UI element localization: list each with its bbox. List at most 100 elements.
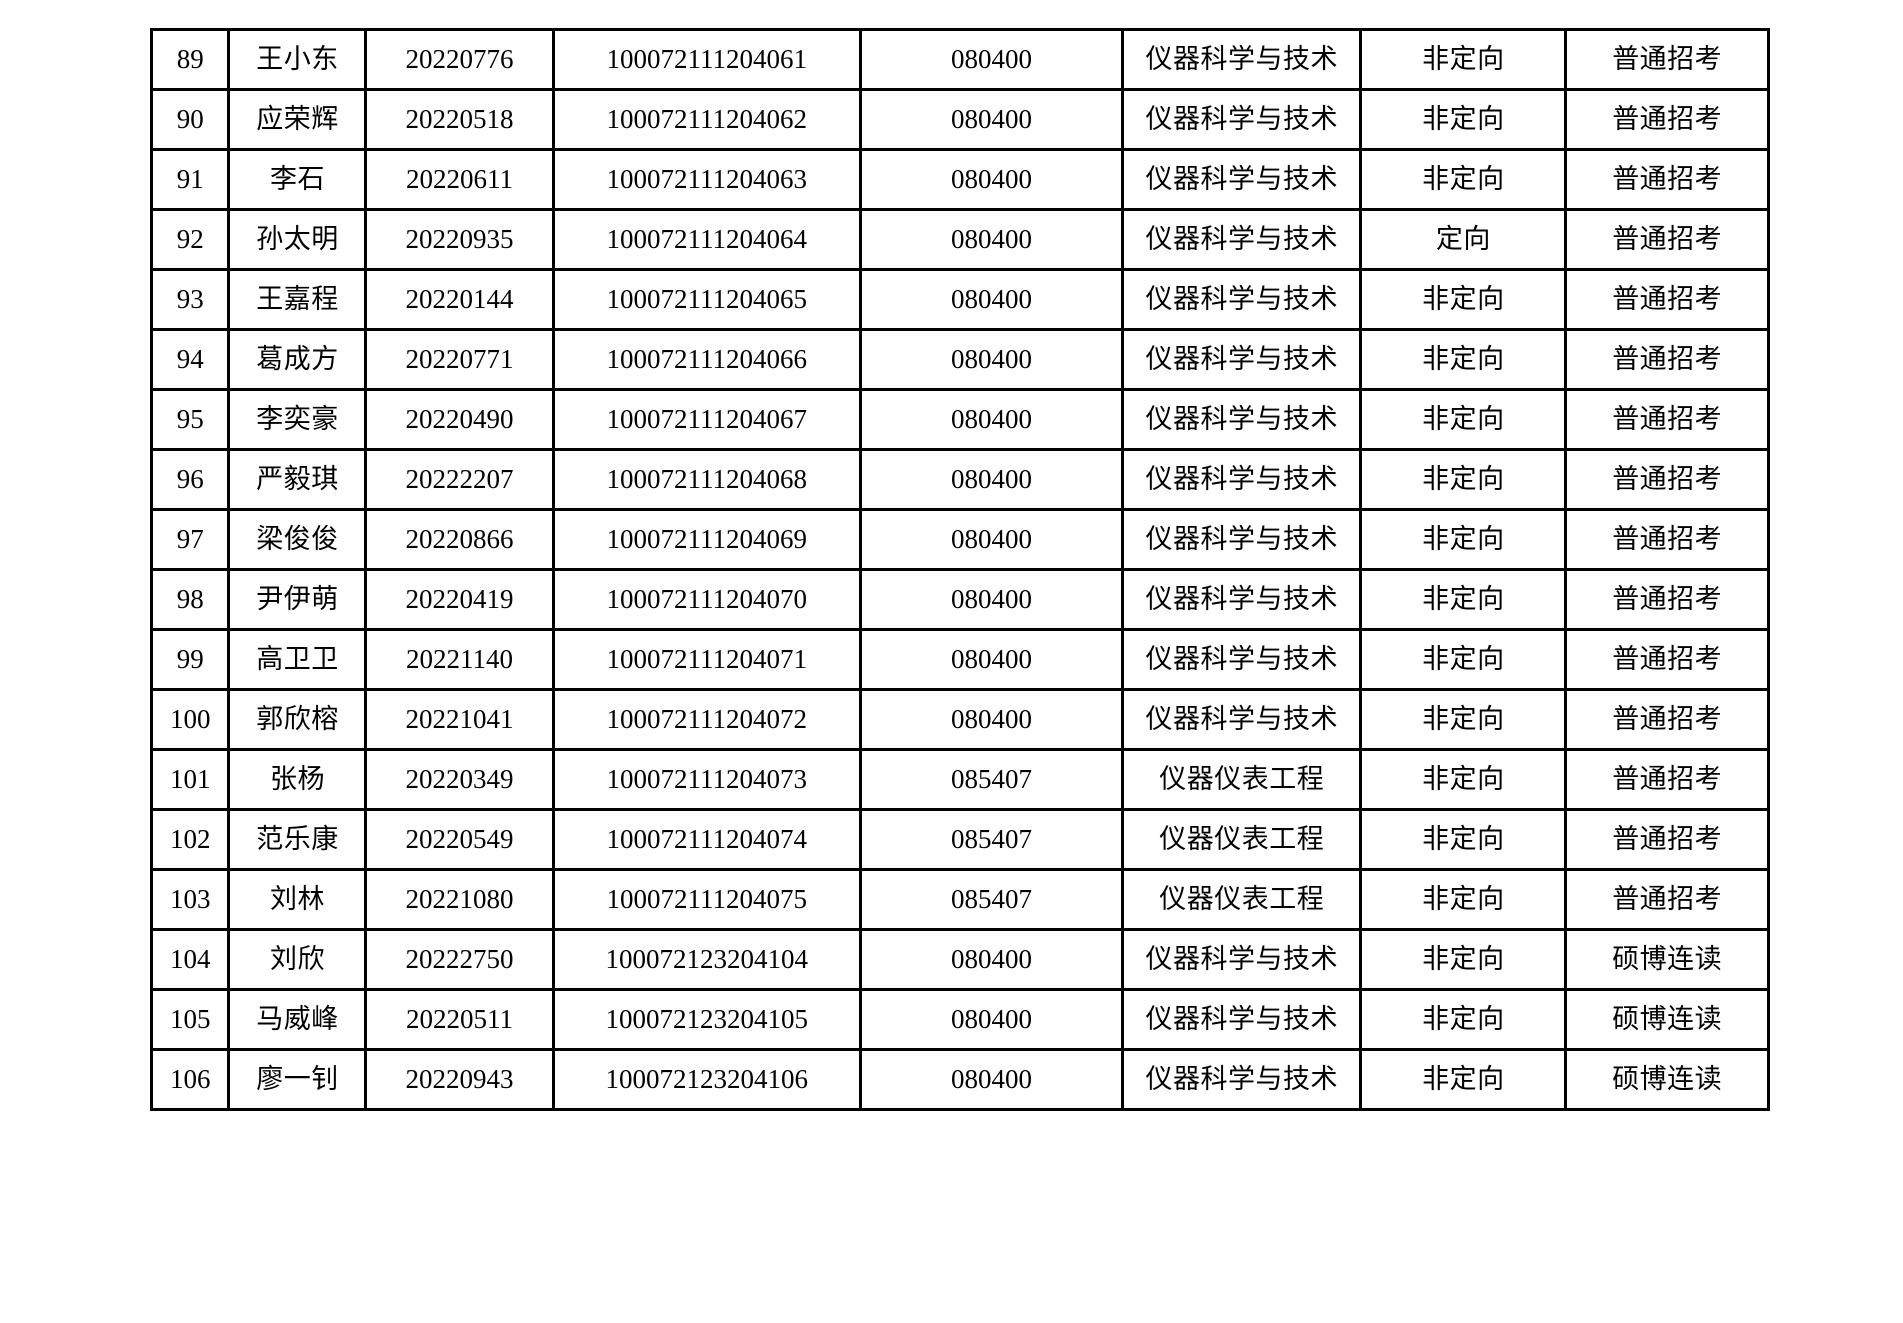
cell-admission-method: 硕博连读 <box>1564 988 1770 1051</box>
cell-major-name: 仪器科学与技术 <box>1121 628 1363 691</box>
cell-candidate-name: 刘林 <box>227 868 368 931</box>
cell-sequence-number: 100 <box>149 688 231 751</box>
cell-candidate-name: 应荣辉 <box>227 88 368 151</box>
cell-major-name: 仪器科学与技术 <box>1121 268 1363 331</box>
cell-application-number: 20221140 <box>364 628 555 691</box>
cell-major-code: 080400 <box>858 508 1125 571</box>
cell-major-code: 080400 <box>858 88 1125 151</box>
cell-admission-method: 普通招考 <box>1564 508 1770 571</box>
cell-sequence-number: 90 <box>149 88 231 151</box>
table-row: 93 王嘉程 20220144 100072111204065 080400 仪器科学与技… <box>149 268 1770 331</box>
cell-sequence-number: 89 <box>149 28 231 91</box>
cell-study-type: 非定向 <box>1359 148 1568 211</box>
cell-major-name: 仪器科学与技术 <box>1121 688 1363 751</box>
cell-admission-method: 普通招考 <box>1564 328 1770 391</box>
table-row: 100 郭欣榕 20221041 100072111204072 080400 仪器科学与… <box>149 688 1770 751</box>
table-row: 104 刘欣 20222750 100072123204104 080400 仪器科学与技… <box>149 928 1770 991</box>
cell-sequence-number: 91 <box>149 148 231 211</box>
cell-study-type: 非定向 <box>1359 388 1568 451</box>
table-row: 95 李奕豪 20220490 100072111204067 080400 仪器科学与技… <box>149 388 1770 451</box>
cell-exam-registration-number: 100072111204070 <box>551 568 862 631</box>
cell-sequence-number: 92 <box>149 208 231 271</box>
cell-application-number: 20222750 <box>364 928 555 991</box>
cell-major-code: 080400 <box>858 928 1125 991</box>
cell-admission-method: 普通招考 <box>1564 388 1770 451</box>
cell-candidate-name: 严毅琪 <box>227 448 368 511</box>
cell-exam-registration-number: 100072111204062 <box>551 88 862 151</box>
cell-candidate-name: 马威峰 <box>227 988 368 1051</box>
table-row: 90 应荣辉 20220518 100072111204062 080400 仪器科学与技… <box>149 88 1770 151</box>
cell-application-number: 20220419 <box>364 568 555 631</box>
cell-study-type: 非定向 <box>1359 628 1568 691</box>
cell-application-number: 20220866 <box>364 508 555 571</box>
cell-sequence-number: 96 <box>149 448 231 511</box>
cell-study-type: 非定向 <box>1359 748 1568 811</box>
cell-major-code: 080400 <box>858 688 1125 751</box>
cell-application-number: 20220611 <box>364 148 555 211</box>
admission-table: 89 王小东 20220776 100072111204061 080400 仪器科学与技… <box>149 28 1770 1111</box>
cell-major-code: 085407 <box>858 808 1125 871</box>
cell-major-name: 仪器仪表工程 <box>1121 868 1363 931</box>
cell-sequence-number: 94 <box>149 328 231 391</box>
cell-admission-method: 普通招考 <box>1564 808 1770 871</box>
cell-major-name: 仪器仪表工程 <box>1121 808 1363 871</box>
cell-sequence-number: 105 <box>149 988 231 1051</box>
cell-candidate-name: 李石 <box>227 148 368 211</box>
cell-application-number: 20220549 <box>364 808 555 871</box>
cell-candidate-name: 廖一钊 <box>227 1048 368 1111</box>
cell-exam-registration-number: 100072111204075 <box>551 868 862 931</box>
cell-major-name: 仪器科学与技术 <box>1121 28 1363 91</box>
cell-admission-method: 普通招考 <box>1564 208 1770 271</box>
cell-exam-registration-number: 100072123204104 <box>551 928 862 991</box>
cell-exam-registration-number: 100072111204061 <box>551 28 862 91</box>
cell-major-code: 080400 <box>858 268 1125 331</box>
cell-major-code: 080400 <box>858 28 1125 91</box>
cell-sequence-number: 95 <box>149 388 231 451</box>
cell-application-number: 20220490 <box>364 388 555 451</box>
table-row: 98 尹伊萌 20220419 100072111204070 080400 仪器科学与技… <box>149 568 1770 631</box>
cell-sequence-number: 106 <box>149 1048 231 1111</box>
cell-study-type: 定向 <box>1359 208 1568 271</box>
cell-candidate-name: 刘欣 <box>227 928 368 991</box>
cell-candidate-name: 王嘉程 <box>227 268 368 331</box>
cell-candidate-name: 孙太明 <box>227 208 368 271</box>
cell-major-code: 080400 <box>858 328 1125 391</box>
cell-exam-registration-number: 100072111204069 <box>551 508 862 571</box>
cell-major-code: 080400 <box>858 448 1125 511</box>
cell-application-number: 20221080 <box>364 868 555 931</box>
cell-sequence-number: 93 <box>149 268 231 331</box>
cell-sequence-number: 98 <box>149 568 231 631</box>
cell-major-name: 仪器科学与技术 <box>1121 88 1363 151</box>
cell-major-code: 080400 <box>858 388 1125 451</box>
cell-admission-method: 普通招考 <box>1564 448 1770 511</box>
cell-admission-method: 普通招考 <box>1564 868 1770 931</box>
cell-admission-method: 普通招考 <box>1564 148 1770 211</box>
cell-admission-method: 普通招考 <box>1564 628 1770 691</box>
cell-candidate-name: 李奕豪 <box>227 388 368 451</box>
cell-admission-method: 普通招考 <box>1564 268 1770 331</box>
cell-admission-method: 硕博连读 <box>1564 928 1770 991</box>
cell-candidate-name: 范乐康 <box>227 808 368 871</box>
cell-candidate-name: 王小东 <box>227 28 368 91</box>
cell-major-code: 085407 <box>858 868 1125 931</box>
cell-exam-registration-number: 100072111204065 <box>551 268 862 331</box>
cell-major-name: 仪器科学与技术 <box>1121 1048 1363 1111</box>
table-row: 103 刘林 20221080 100072111204075 085407 仪器仪表工程… <box>149 868 1770 931</box>
table-row: 102 范乐康 20220549 100072111204074 085407 仪器仪表工… <box>149 808 1770 871</box>
cell-major-code: 080400 <box>858 568 1125 631</box>
cell-exam-registration-number: 100072111204064 <box>551 208 862 271</box>
cell-study-type: 非定向 <box>1359 268 1568 331</box>
table-row: 96 严毅琪 20222207 100072111204068 080400 仪器科学与技… <box>149 448 1770 511</box>
cell-application-number: 20221041 <box>364 688 555 751</box>
cell-study-type: 非定向 <box>1359 28 1568 91</box>
cell-study-type: 非定向 <box>1359 568 1568 631</box>
cell-candidate-name: 郭欣榕 <box>227 688 368 751</box>
cell-study-type: 非定向 <box>1359 508 1568 571</box>
cell-major-code: 080400 <box>858 988 1125 1051</box>
cell-major-code: 080400 <box>858 148 1125 211</box>
cell-application-number: 20220349 <box>364 748 555 811</box>
admission-table-container: 89 王小东 20220776 100072111204061 080400 仪器科学与技… <box>149 28 1770 1111</box>
cell-application-number: 20220776 <box>364 28 555 91</box>
cell-admission-method: 硕博连读 <box>1564 1048 1770 1111</box>
cell-exam-registration-number: 100072111204067 <box>551 388 862 451</box>
